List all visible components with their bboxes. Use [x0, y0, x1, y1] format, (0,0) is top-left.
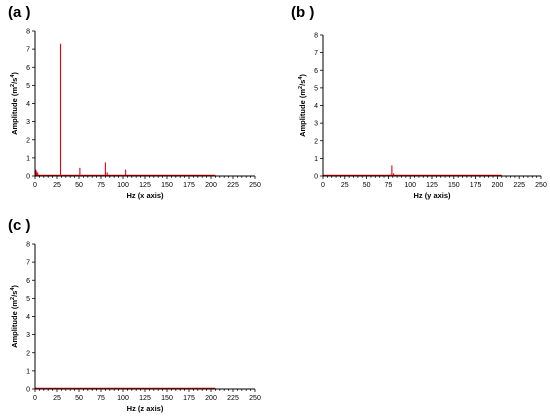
x-tick-label: 75 [97, 182, 105, 189]
y-axis-label-part: 2 [10, 84, 16, 87]
x-tick-label: 150 [161, 182, 173, 189]
chart-panel-2: (b ) 0 1 2 3 4 5 6 7 8 0 25 50 75 100 125 150 175 200 225 25… [291, 4, 547, 200]
y-tick-label: 0 [26, 174, 30, 181]
chart-panel-1: (a ) 0 1 2 3 4 5 6 7 8 0 25 50 75 100 125 150 175 200 225 25… [8, 4, 261, 200]
x-tick-label: 225 [227, 182, 239, 189]
y-axis-label-part: 4 [10, 287, 16, 291]
panel-label: (a ) [8, 4, 31, 21]
x-tick-label: 125 [426, 182, 438, 189]
y-tick-label: 6 [26, 65, 30, 72]
x-tick-label: 25 [53, 182, 61, 189]
x-tick-label: 0 [33, 182, 37, 189]
y-axis-label-part: 2 [298, 86, 304, 89]
x-axis-label: Hz (y axis) [413, 191, 451, 200]
y-tick-label: 3 [26, 119, 30, 126]
y-axis-label-part: 2 [10, 297, 16, 300]
x-tick-label: 175 [183, 182, 195, 189]
x-tick-label: 0 [321, 182, 325, 189]
y-tick-label: 4 [314, 103, 318, 110]
y-tick-label: 5 [314, 85, 318, 92]
y-tick-label: 4 [26, 314, 30, 321]
y-tick-label: 8 [26, 29, 30, 36]
panel-label: (b ) [291, 4, 314, 21]
y-axis-label-part: /s [10, 291, 19, 297]
y-axis-label-part: Amplitude (m [10, 87, 19, 135]
x-tick-label: 175 [470, 182, 482, 189]
x-tick-label: 25 [341, 182, 349, 189]
x-axis-label: Hz (z axis) [127, 404, 164, 413]
y-tick-label: 0 [26, 387, 30, 394]
x-tick-label: 175 [183, 395, 195, 402]
y-axis-label-part: 4 [298, 76, 304, 80]
x-tick-label: 75 [97, 395, 105, 402]
x-tick-label: 25 [53, 395, 61, 402]
x-tick-label: 250 [249, 395, 261, 402]
y-tick-label: 7 [26, 260, 30, 267]
y-tick-label: 3 [26, 332, 30, 339]
y-tick-label: 8 [26, 242, 30, 249]
x-tick-label: 200 [205, 395, 217, 402]
y-axis-label: Amplitude (m2/s4) [10, 72, 19, 135]
y-tick-label: 8 [314, 33, 318, 40]
x-axis-label: Hz (x axis) [126, 191, 164, 200]
y-tick-label: 5 [26, 83, 30, 90]
chart-panel-3: (c ) 0 1 2 3 4 5 6 7 8 0 25 50 75 100 125 150 175 200 225 25… [8, 217, 261, 413]
y-axis-label-part: ) [10, 72, 19, 75]
y-tick-label: 0 [314, 174, 318, 181]
y-tick-label: 2 [26, 137, 30, 144]
y-axis-label-part: Amplitude (m [10, 300, 19, 348]
x-tick-label: 100 [117, 182, 129, 189]
y-tick-label: 2 [26, 350, 30, 357]
y-axis-label-part: ) [298, 74, 307, 77]
x-tick-label: 100 [404, 182, 416, 189]
y-tick-label: 1 [26, 155, 30, 162]
y-tick-label: 2 [314, 138, 318, 145]
x-tick-label: 50 [363, 182, 371, 189]
x-tick-label: 125 [139, 182, 151, 189]
x-tick-label: 225 [227, 395, 239, 402]
x-tick-label: 250 [249, 182, 261, 189]
x-tick-label: 100 [117, 395, 129, 402]
x-tick-label: 125 [139, 395, 151, 402]
x-tick-label: 150 [448, 182, 460, 189]
y-tick-label: 1 [314, 156, 318, 163]
y-axis-label: Amplitude (m2/s4) [298, 74, 307, 137]
y-axis-label-part: ) [10, 285, 19, 288]
x-tick-label: 225 [513, 182, 525, 189]
y-tick-label: 3 [314, 121, 318, 128]
x-tick-label: 50 [75, 395, 83, 402]
y-axis-label-part: /s [298, 80, 307, 86]
x-tick-label: 200 [205, 182, 217, 189]
y-axis-label-part: Amplitude (m [298, 89, 307, 137]
y-tick-label: 7 [314, 50, 318, 57]
y-tick-label: 6 [26, 278, 30, 285]
panel-label: (c ) [8, 217, 31, 234]
x-tick-label: 150 [161, 395, 173, 402]
x-tick-label: 75 [385, 182, 393, 189]
y-tick-label: 5 [26, 296, 30, 303]
y-tick-label: 1 [26, 368, 30, 375]
y-tick-label: 4 [26, 101, 30, 108]
y-axis-label-part: 4 [10, 74, 16, 78]
y-axis-label-part: /s [10, 78, 19, 84]
y-tick-label: 6 [314, 68, 318, 75]
x-tick-label: 0 [33, 395, 37, 402]
x-tick-label: 250 [535, 182, 547, 189]
y-tick-label: 7 [26, 47, 30, 54]
x-tick-label: 200 [492, 182, 504, 189]
y-axis-label: Amplitude (m2/s4) [10, 285, 19, 348]
x-tick-label: 50 [75, 182, 83, 189]
